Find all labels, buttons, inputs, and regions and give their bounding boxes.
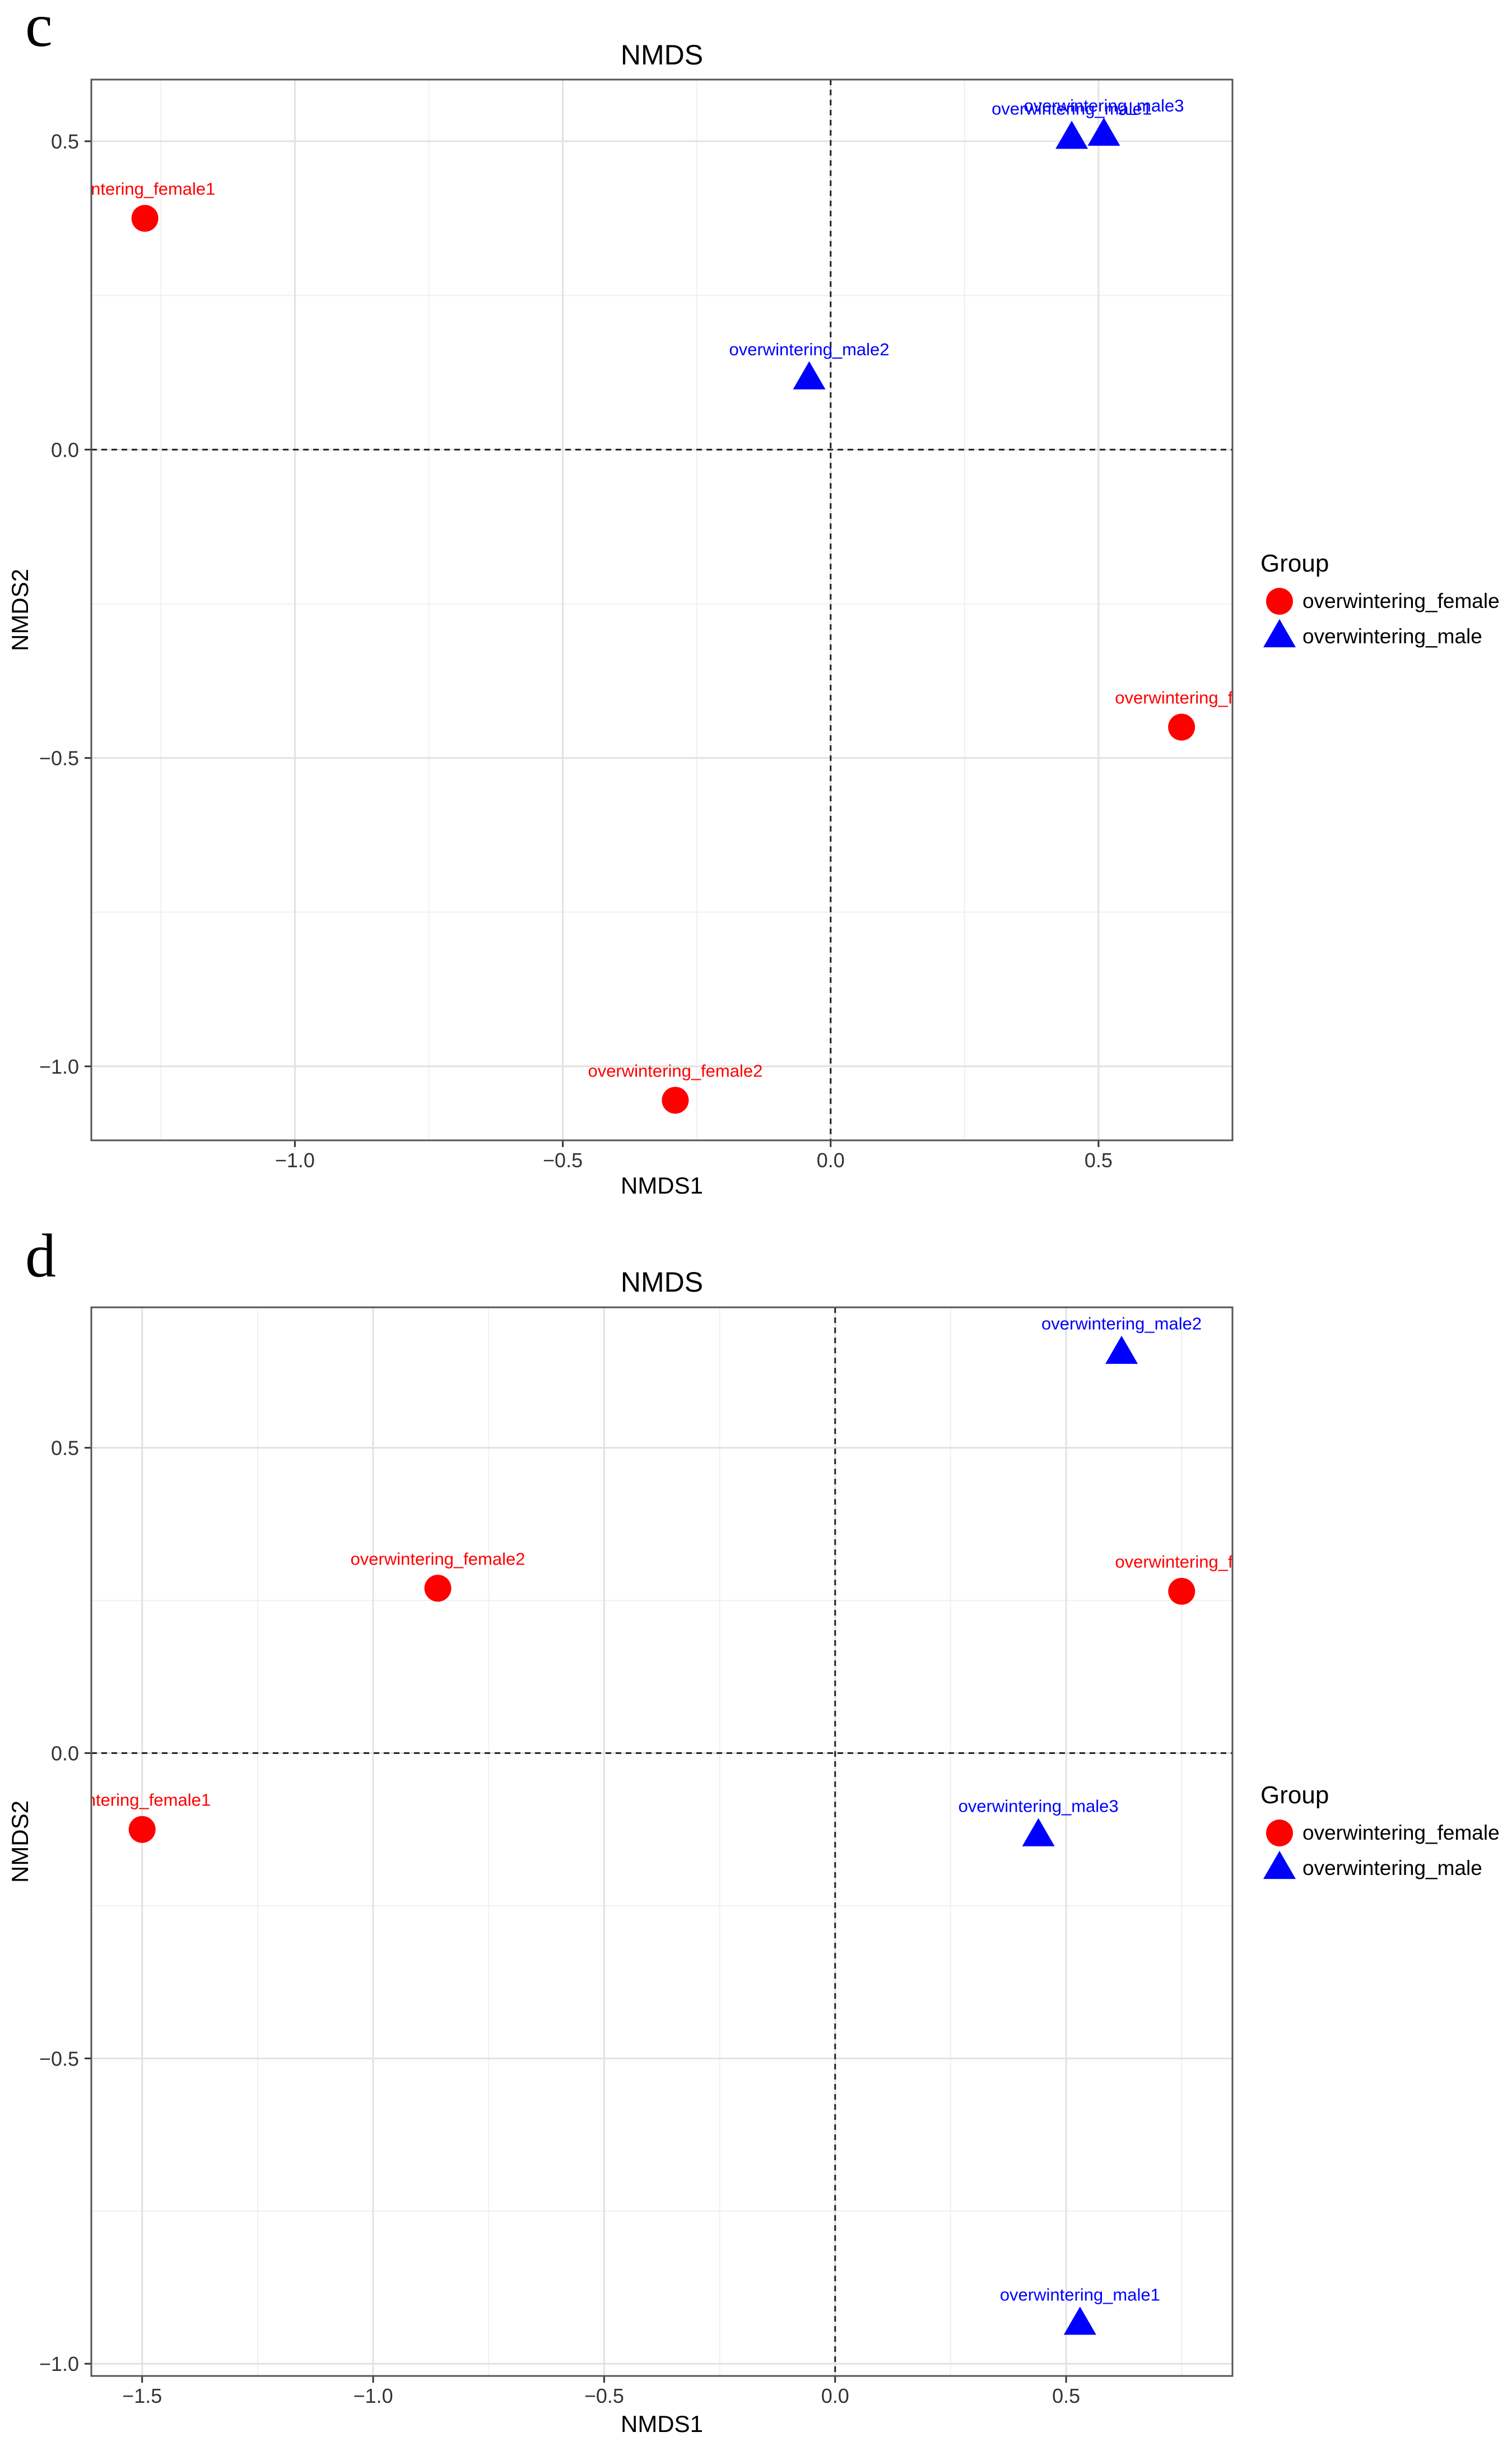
point-label: overwintering_male2	[729, 340, 889, 359]
point-overwintering_female3	[1168, 713, 1195, 741]
legend-title: Group	[1260, 550, 1329, 577]
point-label: wintering_female1	[74, 179, 216, 199]
point-label: overwintering_fer	[1115, 1552, 1248, 1572]
legend: Group overwintering_female overwintering_m…	[1260, 550, 1500, 648]
points-layer: wintering_female1 overwintering_female2 ov…	[74, 96, 1248, 1114]
nmds-panel-c: c NMDS−1.0 −0.5 0.0 0.5−1.0−0.50.00.5winteri…	[7, 0, 1500, 1199]
panel-letter: d	[25, 1222, 56, 1290]
plot-border	[90, 78, 1234, 1141]
y-tick-label: −1.0	[39, 2352, 79, 2375]
panel-letter: c	[25, 0, 53, 59]
y-tick-label: −1.0	[39, 1055, 79, 1078]
point-label: overwintering_male3	[1023, 96, 1184, 115]
nmds-panel-d: d NMDS−1.5 −1.0 −0.5 0.0 0.5−1.0−0.50.00.5vin…	[7, 1222, 1500, 2437]
point-overwintering_male2	[793, 361, 826, 389]
point-label: overwintering_fer	[1115, 688, 1248, 708]
legend-entry-label: overwintering_male	[1302, 625, 1482, 648]
legend-entry-label: overwintering_male	[1302, 1856, 1482, 1879]
y-tick-label: −0.5	[39, 747, 79, 770]
legend-entry-label: overwintering_female	[1302, 1821, 1500, 1844]
x-tick-label: 0.0	[821, 2384, 849, 2407]
x-tick-label: 0.5	[1085, 1149, 1113, 1172]
y-tick-label: 0.5	[51, 1437, 79, 1460]
point-overwintering_female2	[424, 1575, 452, 1602]
legend-key-circle	[1266, 588, 1293, 615]
plot-border	[90, 1306, 1234, 2377]
legend: Group overwintering_female overwintering_m…	[1260, 1781, 1500, 1879]
x-axis-label: NMDS1	[621, 2411, 703, 2437]
y-tick-label: −0.5	[39, 2047, 79, 2070]
point-label: overwintering_male1	[992, 99, 1152, 119]
legend-key-circle	[1266, 1820, 1293, 1846]
point-label: overwintering_male3	[959, 1797, 1119, 1816]
point-label: overwintering_male1	[1000, 2285, 1160, 2304]
chart-title: NMDS	[621, 39, 703, 71]
y-tick-label: 0.0	[51, 438, 79, 461]
legend-key-triangle	[1263, 1850, 1296, 1879]
point-label: vintering_female1	[73, 1790, 211, 1810]
point-label: overwintering_female2	[351, 1549, 525, 1568]
legend-entry-label: overwintering_female	[1302, 590, 1500, 612]
legend-title: Group	[1260, 1781, 1329, 1809]
x-axis-label: NMDS1	[621, 1172, 703, 1199]
point-overwintering_male1	[1055, 120, 1088, 149]
point-overwintering_male1	[1063, 2306, 1096, 2335]
x-tick-label: −0.5	[584, 2384, 624, 2407]
point-overwintering_female1	[131, 205, 159, 232]
point-overwintering_female1	[128, 1816, 156, 1843]
y-tick-label: 0.5	[51, 130, 79, 153]
point-label: overwintering_female2	[588, 1061, 762, 1080]
y-axis-label: NMDS2	[7, 569, 33, 651]
point-label: overwintering_male2	[1041, 1314, 1202, 1334]
point-overwintering_male2	[1105, 1335, 1138, 1364]
x-tick-label: −1.5	[122, 2384, 162, 2407]
y-axis-label: NMDS2	[7, 1800, 33, 1883]
point-overwintering_male3	[1087, 117, 1120, 146]
point-overwintering_male3	[1022, 1818, 1055, 1846]
legend-key-triangle	[1263, 619, 1296, 648]
x-tick-label: 0.0	[817, 1149, 845, 1172]
x-tick-label: −1.0	[353, 2384, 393, 2407]
point-overwintering_female3	[1168, 1577, 1195, 1605]
x-tick-label: −0.5	[543, 1149, 583, 1172]
point-overwintering_female2	[662, 1087, 689, 1114]
x-tick-label: −1.0	[275, 1149, 315, 1172]
y-tick-label: 0.0	[51, 1742, 79, 1765]
x-tick-label: 0.5	[1052, 2384, 1080, 2407]
chart-title: NMDS	[621, 1266, 703, 1298]
